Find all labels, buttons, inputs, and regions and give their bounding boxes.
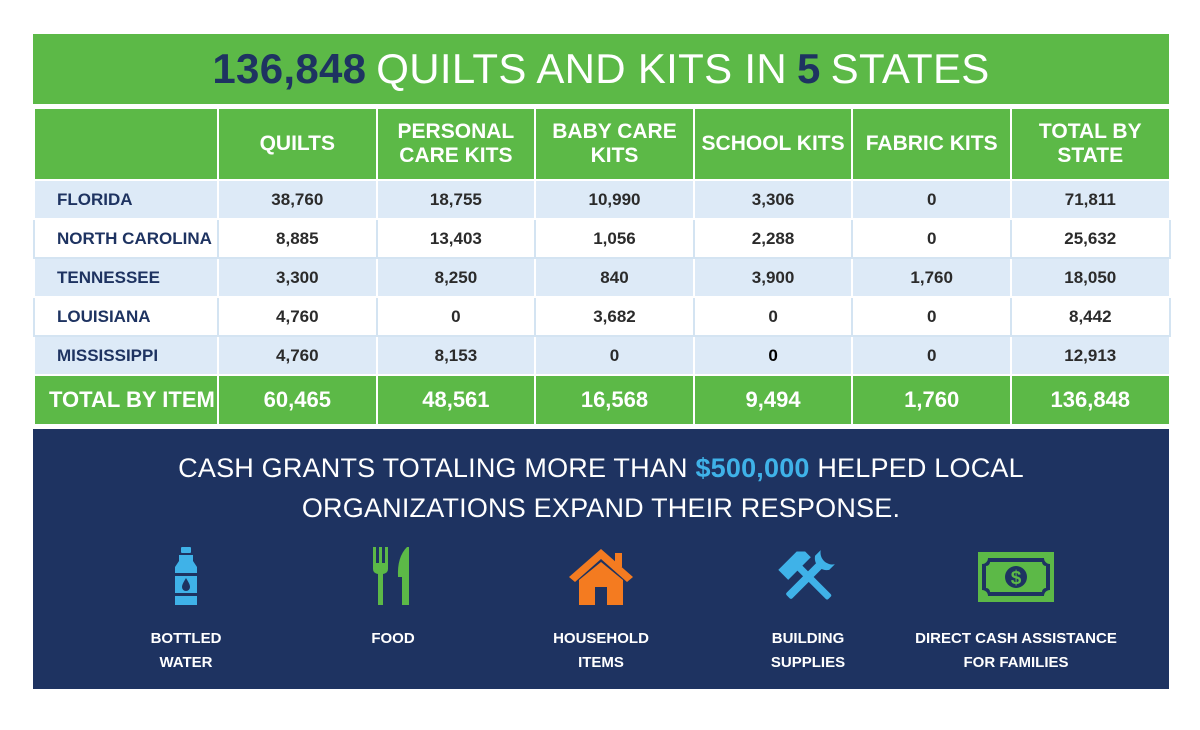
state-name: TENNESSEE [33,257,219,298]
table-cell: 0 [851,179,1012,220]
grant-label-cash-2: FOR FAMILIES [963,654,1069,671]
grant-label-bottled-water-2: WATER [159,654,213,671]
table-cell: 8,442 [1009,296,1171,337]
table-cell: 0 [534,335,695,376]
column-header: QUILTS [217,107,378,181]
total-cell: 16,568 [534,374,695,426]
table-cell: 71,811 [1009,179,1171,220]
column-header: BABY CARE KITS [534,107,695,181]
grant-label-household-1: HOUSEHOLD [553,630,649,647]
table-cell: 4,760 [217,335,378,376]
table-cell: 0 [375,296,537,337]
grant-label-building-1: BUILDING [771,630,845,647]
house-icon [569,549,633,605]
table-cell: 0 [692,296,854,337]
quilts-kits-table: QUILTS PERSONAL CARE KITS BABY CARE KITS SC… [33,107,1171,426]
table-cell: 3,682 [534,296,695,337]
table-header-row: QUILTS PERSONAL CARE KITS BABY CARE KITS SC… [33,107,1171,181]
state-name: MISSISSIPPI [33,335,219,376]
table-cell: 3,306 [692,179,854,220]
table-cell: 13,403 [375,218,537,259]
totals-label: TOTAL BY ITEM [33,374,219,426]
table-cell: 0 [851,335,1012,376]
table-cell: 0 [692,335,854,376]
grant-label-cash-1: DIRECT CASH ASSISTANCE [915,630,1117,647]
grant-item-household: HOUSEHOLD ITEMS [481,547,721,675]
grants-message: CASH GRANTS TOTALING MORE THAN $500,000 … [33,448,1169,528]
table-cell: 3,300 [217,257,378,298]
title-end: STATES [830,45,990,92]
grant-label-building-2: SUPPLIES [770,654,846,671]
table-cell: 1,760 [851,257,1012,298]
table-cell: 0 [851,296,1012,337]
table-cell: 8,153 [375,335,537,376]
table-row: TENNESSEE 3,300 8,250 840 3,900 1,760 18,050 [33,257,1171,298]
total-cell: 9,494 [692,374,854,426]
title-states-count: 5 [797,45,821,92]
title-total: 136,848 [212,45,367,92]
tools-icon [778,550,835,600]
grant-item-bottled-water: BOTTLED WATER [66,547,306,675]
water-bottle-icon [175,547,197,605]
grants-line1-pre: CASH GRANTS TOTALING MORE THAN [178,453,688,483]
cash-grants-panel: CASH GRANTS TOTALING MORE THAN $500,000 … [33,429,1169,689]
table-row: FLORIDA 38,760 18,755 10,990 3,306 0 71,811 [33,179,1171,220]
table-cell: 3,900 [692,257,854,298]
cash-icon: $ [978,552,1054,602]
grant-label-food: FOOD [371,630,415,647]
grants-amount: $500,000 [695,453,810,483]
state-name: LOUISIANA [33,296,219,337]
column-header: SCHOOL KITS [692,107,854,181]
grants-line1-post: HELPED LOCAL [817,453,1024,483]
table-cell: 8,250 [375,257,537,298]
table-cell: 1,056 [534,218,695,259]
table-row: LOUISIANA 4,760 0 3,682 0 0 8,442 [33,296,1171,337]
grant-label-bottled-water-1: BOTTLED [150,630,222,647]
grant-item-building-supplies: BUILDING SUPPLIES [688,547,928,675]
total-cell: 1,760 [851,374,1012,426]
column-header: FABRIC KITS [851,107,1012,181]
column-header: PERSONAL CARE KITS [375,107,537,181]
table-cell: 12,913 [1009,335,1171,376]
table-cell: 18,755 [375,179,537,220]
table-row: NORTH CAROLINA 8,885 13,403 1,056 2,288 0 25,6… [33,218,1171,259]
table-cell: 38,760 [217,179,378,220]
table-cell: 4,760 [217,296,378,337]
grants-line2: ORGANIZATIONS EXPAND THEIR RESPONSE. [301,493,901,523]
page-title: 136,848 QUILTS AND KITS IN 5 STATES [33,34,1169,104]
table-cell: 2,288 [692,218,854,259]
infographic: 136,848 QUILTS AND KITS IN 5 STATES QUIL… [33,34,1171,689]
table-body: FLORIDA 38,760 18,755 10,990 3,306 0 71,811 NOR… [33,179,1171,376]
totals-row: TOTAL BY ITEM 60,465 48,561 16,568 9,494 1,76… [33,374,1171,426]
table-cell: 25,632 [1009,218,1171,259]
header-cell-empty [33,107,219,181]
fork-knife-icon [373,547,409,605]
column-header: TOTAL BY STATE [1009,107,1171,181]
table-cell: 10,990 [534,179,695,220]
table-row: MISSISSIPPI 4,760 8,153 0 0 0 12,913 [33,335,1171,376]
table-cell: 18,050 [1009,257,1171,298]
grant-label-household-2: ITEMS [578,654,624,671]
svg-text:$: $ [1011,568,1022,589]
grant-item-direct-cash: $ DIRECT CASH ASSISTANCE FOR FAMILIES [896,547,1136,675]
title-middle: QUILTS AND KITS IN [376,45,787,92]
total-cell: 136,848 [1009,374,1171,426]
total-cell: 60,465 [217,374,378,426]
grant-item-food: FOOD [273,547,513,651]
state-name: FLORIDA [33,179,219,220]
total-cell: 48,561 [375,374,537,426]
table-cell: 840 [534,257,695,298]
table-cell: 8,885 [217,218,378,259]
state-name: NORTH CAROLINA [33,218,219,259]
table-cell: 0 [851,218,1012,259]
